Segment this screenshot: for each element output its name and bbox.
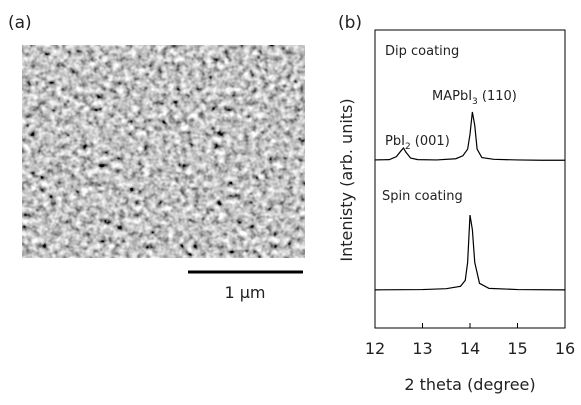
x-axis-label: 2 theta (degree) bbox=[404, 375, 535, 394]
annotation: Spin coating bbox=[382, 189, 463, 204]
xrd-curve bbox=[374, 214, 566, 291]
y-axis-label: Intenisty (arb. units) bbox=[337, 98, 356, 261]
sem-image-texture bbox=[22, 45, 305, 258]
x-tick-label: 12 bbox=[365, 339, 385, 358]
annotation-text: (110) bbox=[478, 89, 517, 104]
scale-bar-label: 1 μm bbox=[224, 283, 265, 302]
x-tick-label: 13 bbox=[412, 339, 432, 358]
annotation-text: MAPbI bbox=[432, 89, 472, 104]
annotation-text: PbI bbox=[385, 134, 405, 149]
annotation-text: Dip coating bbox=[385, 44, 459, 59]
annotation: MAPbI3 (110) bbox=[432, 89, 517, 107]
panel-label: (a) bbox=[8, 13, 32, 33]
annotation: PbI2 (001) bbox=[385, 134, 450, 152]
xrd-curve bbox=[374, 111, 565, 161]
annotation: Dip coating bbox=[385, 44, 459, 59]
annotation-text: Spin coating bbox=[382, 189, 463, 204]
plot-frame bbox=[374, 29, 566, 329]
x-tick-label: 16 bbox=[555, 339, 575, 358]
subscript: 3 bbox=[472, 97, 478, 107]
x-tick-label: 14 bbox=[460, 339, 480, 358]
panel-label: (b) bbox=[338, 13, 362, 33]
annotation-text: (001) bbox=[411, 134, 450, 149]
subscript: 2 bbox=[405, 142, 411, 152]
x-tick-label: 15 bbox=[507, 339, 527, 358]
